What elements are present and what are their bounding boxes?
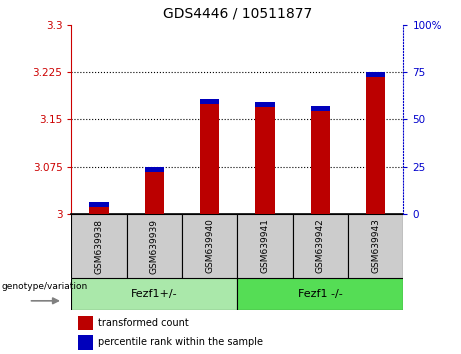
Text: GSM639942: GSM639942 <box>316 219 325 273</box>
Title: GDS4446 / 10511877: GDS4446 / 10511877 <box>163 7 312 21</box>
Text: percentile rank within the sample: percentile rank within the sample <box>98 337 263 348</box>
Bar <box>200 104 219 214</box>
Bar <box>78 336 93 350</box>
Text: GSM639938: GSM639938 <box>95 218 104 274</box>
Bar <box>145 167 164 172</box>
Text: GSM639941: GSM639941 <box>260 218 270 274</box>
FancyBboxPatch shape <box>237 214 293 278</box>
Bar <box>89 201 109 207</box>
Bar <box>145 172 164 214</box>
FancyBboxPatch shape <box>348 214 403 278</box>
FancyBboxPatch shape <box>71 214 127 278</box>
Text: Fezf1 -/-: Fezf1 -/- <box>298 289 343 299</box>
Bar <box>366 72 385 77</box>
Bar <box>89 207 109 214</box>
FancyBboxPatch shape <box>182 214 237 278</box>
FancyBboxPatch shape <box>127 214 182 278</box>
Bar <box>255 108 275 214</box>
Bar <box>366 77 385 214</box>
Text: transformed count: transformed count <box>98 318 189 327</box>
Bar <box>311 105 330 111</box>
FancyBboxPatch shape <box>71 278 237 310</box>
Bar <box>200 99 219 104</box>
Text: GSM639943: GSM639943 <box>371 218 380 274</box>
Bar <box>311 111 330 214</box>
FancyBboxPatch shape <box>237 278 403 310</box>
Text: genotype/variation: genotype/variation <box>1 282 88 291</box>
FancyBboxPatch shape <box>293 214 348 278</box>
Text: GSM639940: GSM639940 <box>205 218 214 274</box>
Text: Fezf1+/-: Fezf1+/- <box>131 289 178 299</box>
Text: GSM639939: GSM639939 <box>150 218 159 274</box>
Bar <box>78 315 93 330</box>
Bar <box>255 102 275 108</box>
